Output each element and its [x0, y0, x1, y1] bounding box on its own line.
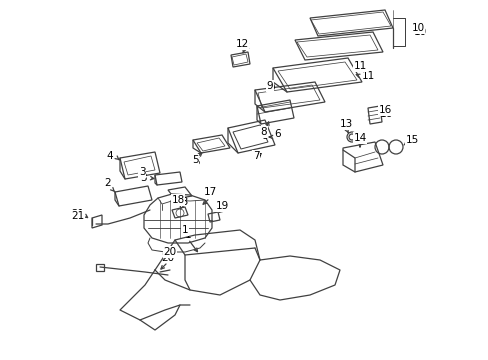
Text: 7: 7: [254, 153, 261, 163]
Text: 14: 14: [353, 135, 366, 145]
Text: 3: 3: [139, 167, 145, 177]
Text: 2: 2: [105, 181, 112, 191]
Text: 13: 13: [340, 121, 353, 131]
Text: 16: 16: [378, 105, 391, 115]
Text: 20: 20: [161, 253, 174, 263]
Text: 18: 18: [171, 195, 184, 205]
Text: 1: 1: [184, 230, 191, 240]
Text: 1: 1: [182, 225, 188, 235]
Text: 15: 15: [405, 135, 418, 145]
Text: 4: 4: [106, 151, 113, 161]
Text: 11: 11: [361, 71, 374, 81]
Text: 8: 8: [261, 131, 268, 141]
Text: 7: 7: [252, 151, 259, 161]
Text: 21: 21: [71, 211, 84, 221]
Text: 8: 8: [260, 127, 267, 137]
Text: 17: 17: [203, 190, 216, 200]
Text: 9: 9: [266, 81, 273, 91]
Text: 16: 16: [379, 109, 392, 119]
Text: 9: 9: [268, 83, 275, 93]
Text: 12: 12: [237, 41, 250, 51]
Text: 20: 20: [163, 247, 176, 257]
Text: 5: 5: [192, 157, 199, 167]
Text: 5: 5: [191, 155, 198, 165]
Text: 10: 10: [412, 27, 426, 37]
Text: 6: 6: [275, 131, 282, 141]
Text: 14: 14: [353, 133, 366, 143]
Text: 15: 15: [406, 138, 419, 148]
Text: 12: 12: [235, 39, 248, 49]
Text: 11: 11: [353, 61, 366, 71]
Text: 19: 19: [215, 201, 228, 211]
Text: 10: 10: [410, 23, 424, 33]
Text: 17: 17: [203, 187, 216, 197]
Text: 21: 21: [71, 209, 84, 219]
Text: 2: 2: [104, 178, 111, 188]
Text: 3: 3: [140, 173, 146, 183]
Text: 13: 13: [339, 119, 352, 129]
Text: 6: 6: [274, 129, 281, 139]
Text: 18: 18: [175, 197, 188, 207]
Text: 4: 4: [107, 153, 114, 163]
Text: 19: 19: [215, 202, 228, 212]
